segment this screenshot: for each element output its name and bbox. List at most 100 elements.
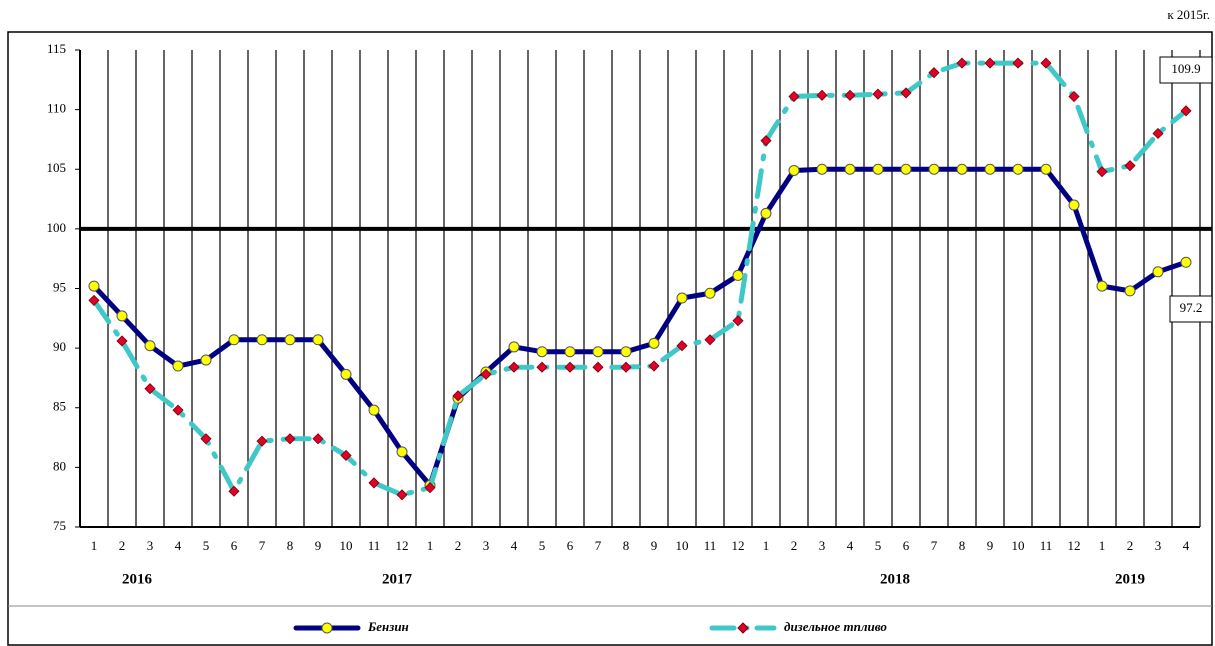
point-marker <box>256 334 268 346</box>
x-tick-label: 2 <box>1127 538 1134 553</box>
point-marker <box>704 334 716 346</box>
point-marker <box>648 360 660 372</box>
point-marker <box>340 449 352 462</box>
point-marker <box>284 334 296 346</box>
point-marker <box>88 280 100 292</box>
point-marker <box>368 404 380 416</box>
x-tick-label: 7 <box>259 538 266 553</box>
x-tick-label: 5 <box>203 538 210 553</box>
legend-label: Бензин <box>367 619 409 634</box>
point-marker <box>144 340 156 352</box>
point-marker <box>116 310 128 322</box>
point-marker <box>1152 127 1164 140</box>
x-tick-label: 3 <box>819 538 826 553</box>
point-marker <box>648 337 660 349</box>
value-label: 97.2 <box>1180 300 1203 315</box>
point-marker <box>1068 90 1080 103</box>
point-marker <box>760 135 772 147</box>
year-label: 2018 <box>880 571 910 587</box>
point-marker <box>872 163 884 175</box>
point-marker <box>592 346 604 358</box>
x-tick-label: 12 <box>732 538 745 553</box>
y-tick-label: 90 <box>53 339 66 354</box>
x-tick-label: 9 <box>651 538 658 553</box>
point-marker <box>1096 166 1108 178</box>
point-marker <box>984 57 996 69</box>
y-tick-label: 110 <box>47 101 66 116</box>
point-marker <box>312 334 324 346</box>
year-label: 2016 <box>122 571 153 587</box>
x-tick-label: 6 <box>567 538 574 553</box>
point-marker <box>396 446 408 458</box>
y-tick-label: 80 <box>53 458 66 473</box>
point-marker <box>760 207 772 219</box>
x-tick-label: 10 <box>1012 538 1025 553</box>
point-marker <box>396 489 408 501</box>
x-tick-label: 11 <box>1040 538 1053 553</box>
point-marker <box>480 368 492 380</box>
point-marker <box>928 163 940 175</box>
x-tick-label: 3 <box>483 538 490 553</box>
value-label-box <box>1159 56 1213 84</box>
point-marker <box>1040 163 1052 175</box>
legend-label: дизельное тпливо <box>784 619 887 634</box>
x-tick-label: 5 <box>539 538 546 553</box>
value-label-box <box>1169 295 1213 323</box>
point-marker <box>984 163 996 175</box>
point-marker <box>1180 256 1192 268</box>
point-marker <box>788 90 800 103</box>
point-marker <box>116 335 128 347</box>
x-tick-label: 4 <box>511 538 518 553</box>
point-marker <box>732 315 744 327</box>
legend-marker <box>737 622 749 634</box>
frame <box>7 31 1213 646</box>
point-marker <box>1152 266 1164 278</box>
point-marker <box>676 340 688 352</box>
point-marker <box>564 361 576 373</box>
series-line <box>91 60 1189 498</box>
year-label: 2019 <box>1115 571 1145 587</box>
x-tick-label: 8 <box>287 538 294 553</box>
point-marker <box>424 482 436 494</box>
point-marker <box>200 433 212 445</box>
point-marker <box>732 269 744 281</box>
x-tick-label: 2 <box>791 538 798 553</box>
y-tick-label: 85 <box>53 399 66 414</box>
point-marker <box>452 390 464 402</box>
point-marker <box>676 292 688 304</box>
x-tick-label: 8 <box>623 538 630 553</box>
point-marker <box>1096 280 1108 292</box>
x-tick-label: 2 <box>455 538 462 553</box>
point-marker <box>340 368 352 380</box>
point-marker <box>564 346 576 358</box>
x-tick-label: 6 <box>903 538 910 553</box>
point-marker <box>1040 57 1052 69</box>
y-tick-label: 100 <box>47 220 67 235</box>
point-marker <box>144 383 156 395</box>
x-tick-label: 1 <box>763 538 770 553</box>
x-tick-label: 7 <box>595 538 602 553</box>
point-marker <box>620 361 632 373</box>
point-marker <box>508 341 520 353</box>
x-tick-label: 3 <box>147 538 154 553</box>
point-marker <box>900 163 912 175</box>
x-tick-label: 6 <box>231 538 238 553</box>
x-tick-label: 11 <box>704 538 717 553</box>
x-tick-label: 11 <box>368 538 381 553</box>
x-tick-label: 7 <box>931 538 938 553</box>
point-marker <box>844 163 856 175</box>
x-tick-label: 5 <box>875 538 882 553</box>
series-line <box>91 166 1189 488</box>
point-marker <box>368 477 380 489</box>
point-marker <box>900 87 912 99</box>
point-marker <box>284 433 296 445</box>
year-label: 2017 <box>382 571 413 587</box>
point-marker <box>88 294 100 306</box>
x-tick-label: 10 <box>340 538 353 553</box>
point-marker <box>228 485 240 497</box>
point-marker <box>536 361 548 373</box>
point-marker <box>620 346 632 358</box>
value-label: 109.9 <box>1171 61 1200 76</box>
point-marker <box>1180 105 1192 117</box>
